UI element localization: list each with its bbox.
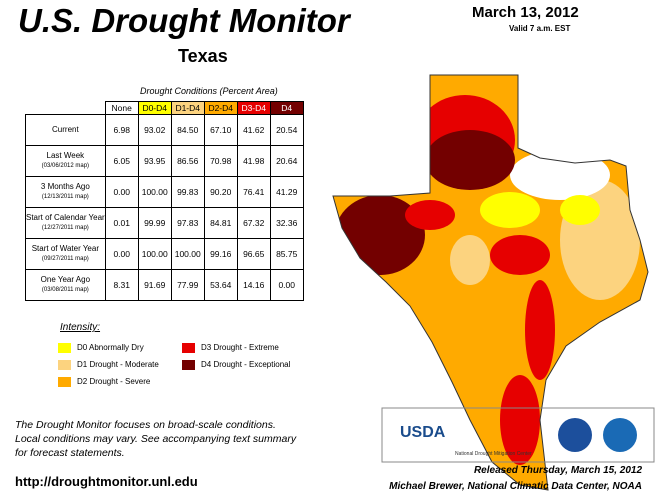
author: Michael Brewer, National Climatic Data C… [389,481,642,492]
legend-swatch [58,360,71,370]
row: Last Week (03/06/2012 map) 6.05 93.95 86.56 7… [25,145,304,177]
legend-item: D1 Drought - Moderate [58,360,159,370]
row-note: (03/06/2012 map) [41,163,90,169]
row-note: (12/27/2011 map) [41,225,89,231]
row-label-text: Start of Calendar Year [26,213,105,222]
cell: 84.50 [170,114,205,146]
url[interactable]: http://droughtmonitor.unl.edu [15,474,198,489]
row: Start of Calendar Year (12/27/2011 map) 0.… [25,207,304,239]
row: 3 Months Ago (12/13/2011 map) 0.00 100.00 99… [25,176,304,208]
legend-item: D0 Abnormally Dry [58,343,144,353]
header-row: None D0-D4 D1-D4 D2-D4 D3-D4 D4 [26,101,304,115]
doc-logo [558,418,592,452]
valid: Valid 7 a.m. EST [509,24,571,33]
cell: 20.64 [269,145,304,177]
usda-logo: USDA [400,424,446,441]
row-label-text: Last Week [46,151,85,160]
column-header: D1-D4 [170,101,205,115]
column-header: None [104,101,139,115]
row-note: (03/08/2011 map) [41,287,89,293]
legend-label: D4 Drought - Exceptional [201,360,291,370]
legend-swatch [58,377,71,387]
cell: 86.56 [170,145,205,177]
released: Released Thursday, March 15, 2012 [473,465,642,476]
row-label-text: 3 Months Ago [40,182,90,191]
row-label: One Year Ago (03/08/2011 map) [25,269,106,301]
legend-swatch [182,343,195,353]
legend-swatch [182,360,195,370]
cell: 96.65 [236,238,271,270]
cell: 93.95 [137,145,172,177]
row-note: (09/27/2011 map) [41,256,89,262]
legend-item: D2 Drought - Severe [58,377,150,387]
cell: 99.83 [170,176,205,208]
conditions-table: None D0-D4 D1-D4 D2-D4 D3-D4 D4 Current 6.98 93.… [25,101,304,301]
legend-label: D1 Drought - Moderate [77,360,159,370]
footer-note: The Drought Monitor focuses on broad-sca… [15,418,296,460]
legend-label: D3 Drought - Extreme [201,343,279,353]
logo-box [381,407,655,463]
cell: 41.98 [236,145,271,177]
note-line: Local conditions may vary. See accompany… [15,433,297,445]
legend-title: Intensity: [60,322,101,333]
ndmc-logo: National Drought Mitigation Center [455,451,532,457]
cell: 100.00 [137,238,172,270]
row-label-text: Current [52,125,79,134]
note-line: The Drought Monitor focuses on broad-sca… [15,419,276,431]
row: Start of Water Year (09/27/2011 map) 0.00 1… [25,238,304,270]
cell: 0.01 [104,207,139,239]
cell: 84.81 [203,207,238,239]
cell: 70.98 [203,145,238,177]
cell: 91.69 [137,269,172,301]
row-label-text: Start of Water Year [31,244,99,253]
cell: 0.00 [269,269,304,301]
row-label-text: One Year Ago [40,275,91,284]
noaa-logo [603,418,637,452]
legend-label: D0 Abnormally Dry [77,343,144,353]
row-label: Start of Calendar Year (12/27/2011 map) [25,207,106,239]
cell: 85.75 [269,238,304,270]
row-note: (12/13/2011 map) [41,194,89,200]
cell: 77.99 [170,269,205,301]
column-header: D0-D4 [137,101,172,115]
cell: 6.05 [104,145,139,177]
note-line: for forecast statements. [15,447,125,459]
cell: 97.83 [170,207,205,239]
row: One Year Ago (03/08/2011 map) 8.31 91.69 77.… [25,269,304,301]
cell: 32.36 [269,207,304,239]
cell: 8.31 [104,269,139,301]
title: U.S. Drought Monitor [18,2,350,39]
cell: 20.54 [269,114,304,146]
legend-item: D4 Drought - Exceptional [182,360,290,370]
legend-item: D3 Drought - Extreme [182,343,279,353]
date: March 13, 2012 [472,4,579,21]
legend-swatch [58,343,71,353]
cell: 99.16 [203,238,238,270]
column-header: D4 [269,101,304,115]
cell: 6.98 [104,114,139,146]
cell: 53.64 [203,269,238,301]
cell: 100.00 [170,238,205,270]
legend-label: D2 Drought - Severe [77,377,151,387]
table-caption: Drought Conditions (Percent Area) [140,86,278,96]
cell: 100.00 [137,176,172,208]
region: Texas [178,46,228,66]
